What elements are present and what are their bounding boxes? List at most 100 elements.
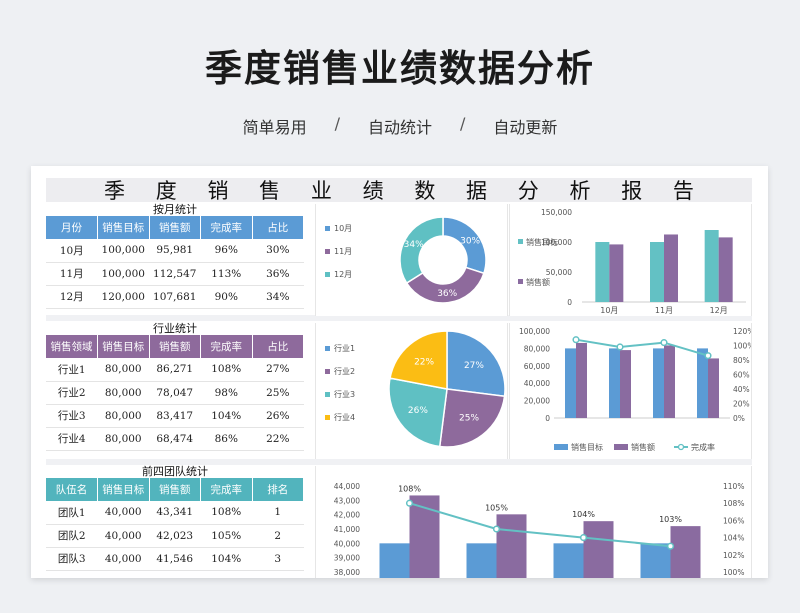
- legend-label: 销售目标: [526, 237, 558, 247]
- table-cell: 行业1: [46, 358, 98, 382]
- bar: [609, 348, 620, 418]
- table-cell: 团队1: [46, 501, 98, 525]
- col-header: 销售目标: [97, 335, 150, 358]
- line-point: [405, 499, 414, 507]
- bar: [664, 234, 678, 302]
- col-header: 队伍名: [46, 478, 98, 501]
- table-cell: 3: [252, 547, 304, 571]
- legend-swatch: [614, 444, 628, 450]
- team-combo-chart: 38,000 39,000 40,000 41,000 42,000 43,000 44,0…: [315, 466, 752, 578]
- bar: [466, 543, 497, 578]
- table-cell: 98%: [200, 381, 252, 405]
- monthly-caption: 按月统计: [153, 203, 197, 216]
- line-point: [666, 542, 675, 550]
- bar: [379, 543, 410, 578]
- legend-swatch: [325, 346, 330, 351]
- industry-combo-chart: 0 20,000 40,000 60,000 80,000 100,000 0% 20% 40%…: [509, 323, 752, 459]
- line-point: [579, 534, 588, 542]
- table-cell: 78,047: [149, 381, 201, 405]
- bar: [718, 237, 733, 302]
- table-cell: 26%: [252, 404, 304, 428]
- table-cell: 43,341: [149, 501, 201, 525]
- y2-tick-label: 102%: [723, 551, 744, 560]
- col-header: 完成率: [200, 478, 253, 501]
- table-cell: 11月: [46, 262, 98, 286]
- report-title-char: 销: [207, 179, 229, 203]
- y-tick-label: 0: [545, 414, 550, 423]
- data-label: 27%: [464, 361, 484, 371]
- legend-swatch: [677, 443, 685, 451]
- table-cell: 行业2: [46, 381, 98, 405]
- y-tick-label: 80,000: [524, 344, 550, 353]
- table-row: 12月 120,000 107,681 90% 34%: [46, 285, 304, 309]
- line-point: [660, 339, 668, 347]
- report-title-char: 度: [155, 179, 177, 203]
- table-cell: 10月: [46, 239, 98, 263]
- table-cell: 80,000: [97, 358, 149, 382]
- legend-label: 销售额: [631, 442, 655, 452]
- team-table: 前四团队统计 队伍名 销售目标 销售额 完成率 排名 团队1 40,000 43,3…: [46, 466, 304, 571]
- y-tick-label: 0: [567, 298, 572, 307]
- table-cell: 68,474: [149, 427, 201, 451]
- report-title-char: 析: [569, 179, 591, 203]
- table-cell: 36%: [252, 262, 304, 286]
- y-tick-label: 50,000: [546, 268, 572, 277]
- report-title-char: 售: [259, 179, 281, 203]
- y2-tick-label: 20%: [733, 400, 750, 409]
- y-tick-label: 41,000: [334, 525, 360, 534]
- x-tick-label: 10月: [600, 306, 618, 315]
- table-cell: 105%: [200, 524, 252, 548]
- col-header: 销售领域: [46, 335, 98, 358]
- col-header: 销售目标: [97, 216, 150, 239]
- table-cell: 1: [252, 501, 304, 525]
- team-caption: 前四团队统计: [142, 465, 208, 478]
- data-label: 103%: [659, 515, 682, 524]
- legend-swatch: [518, 279, 523, 284]
- data-label: 30%: [460, 236, 480, 246]
- table-cell: 100,000: [97, 239, 149, 263]
- table-cell: 96%: [200, 239, 252, 263]
- table-cell: 团队2: [46, 524, 98, 548]
- pie-slice: [399, 216, 444, 285]
- legend-swatch: [325, 392, 330, 397]
- table-cell: 104%: [200, 404, 252, 428]
- industry-pie-chart: 27% 行业1 25% 行业2 26% 行业3 22% 行业4: [315, 323, 508, 459]
- legend-label: 销售额: [526, 277, 550, 287]
- report-sheet: 季 度 销 售 业 绩 数 据 分 析 报 告 按月统计 月份 销售目标 销售额 完成率 占比 10月…: [31, 166, 768, 578]
- col-header: 排名: [252, 478, 304, 501]
- bar: [496, 514, 527, 578]
- table-cell: 40,000: [97, 547, 149, 571]
- bar: [583, 521, 614, 578]
- table-row: 11月 100,000 112,547 113% 36%: [46, 262, 304, 286]
- col-header: 销售额: [149, 478, 201, 501]
- data-label: 104%: [572, 510, 595, 519]
- bar: [670, 526, 701, 578]
- section-divider: [46, 315, 752, 321]
- report-title-char: 季: [104, 179, 125, 203]
- y-tick-label: 44,000: [334, 482, 360, 491]
- line-point: [704, 352, 712, 360]
- report-title-char: 分: [517, 179, 539, 203]
- bar: [708, 358, 719, 418]
- pie-slice: [438, 388, 506, 448]
- y-tick-label: 100,000: [541, 238, 572, 247]
- legend-label: 完成率: [691, 442, 715, 452]
- report-title-char: 业: [310, 179, 332, 203]
- legend-swatch: [554, 444, 568, 450]
- y-tick-label: 20,000: [524, 397, 550, 406]
- line-point: [616, 343, 624, 351]
- y-tick-label: 150,000: [541, 208, 572, 217]
- table-row: 团队3 40,000 41,546 104% 3: [46, 547, 304, 571]
- x-tick-label: 11月: [655, 306, 673, 315]
- legend-swatch: [325, 249, 330, 254]
- line-point: [572, 336, 580, 344]
- table-cell: 100,000: [97, 262, 149, 286]
- table-cell: 22%: [252, 427, 304, 451]
- table-cell: 95,981: [149, 239, 201, 263]
- table-cell: 113%: [200, 262, 252, 286]
- col-header: 月份: [46, 216, 98, 239]
- bar: [565, 348, 576, 418]
- table-cell: 80,000: [97, 404, 149, 428]
- bar: [697, 348, 708, 418]
- series-line: [409, 502, 671, 548]
